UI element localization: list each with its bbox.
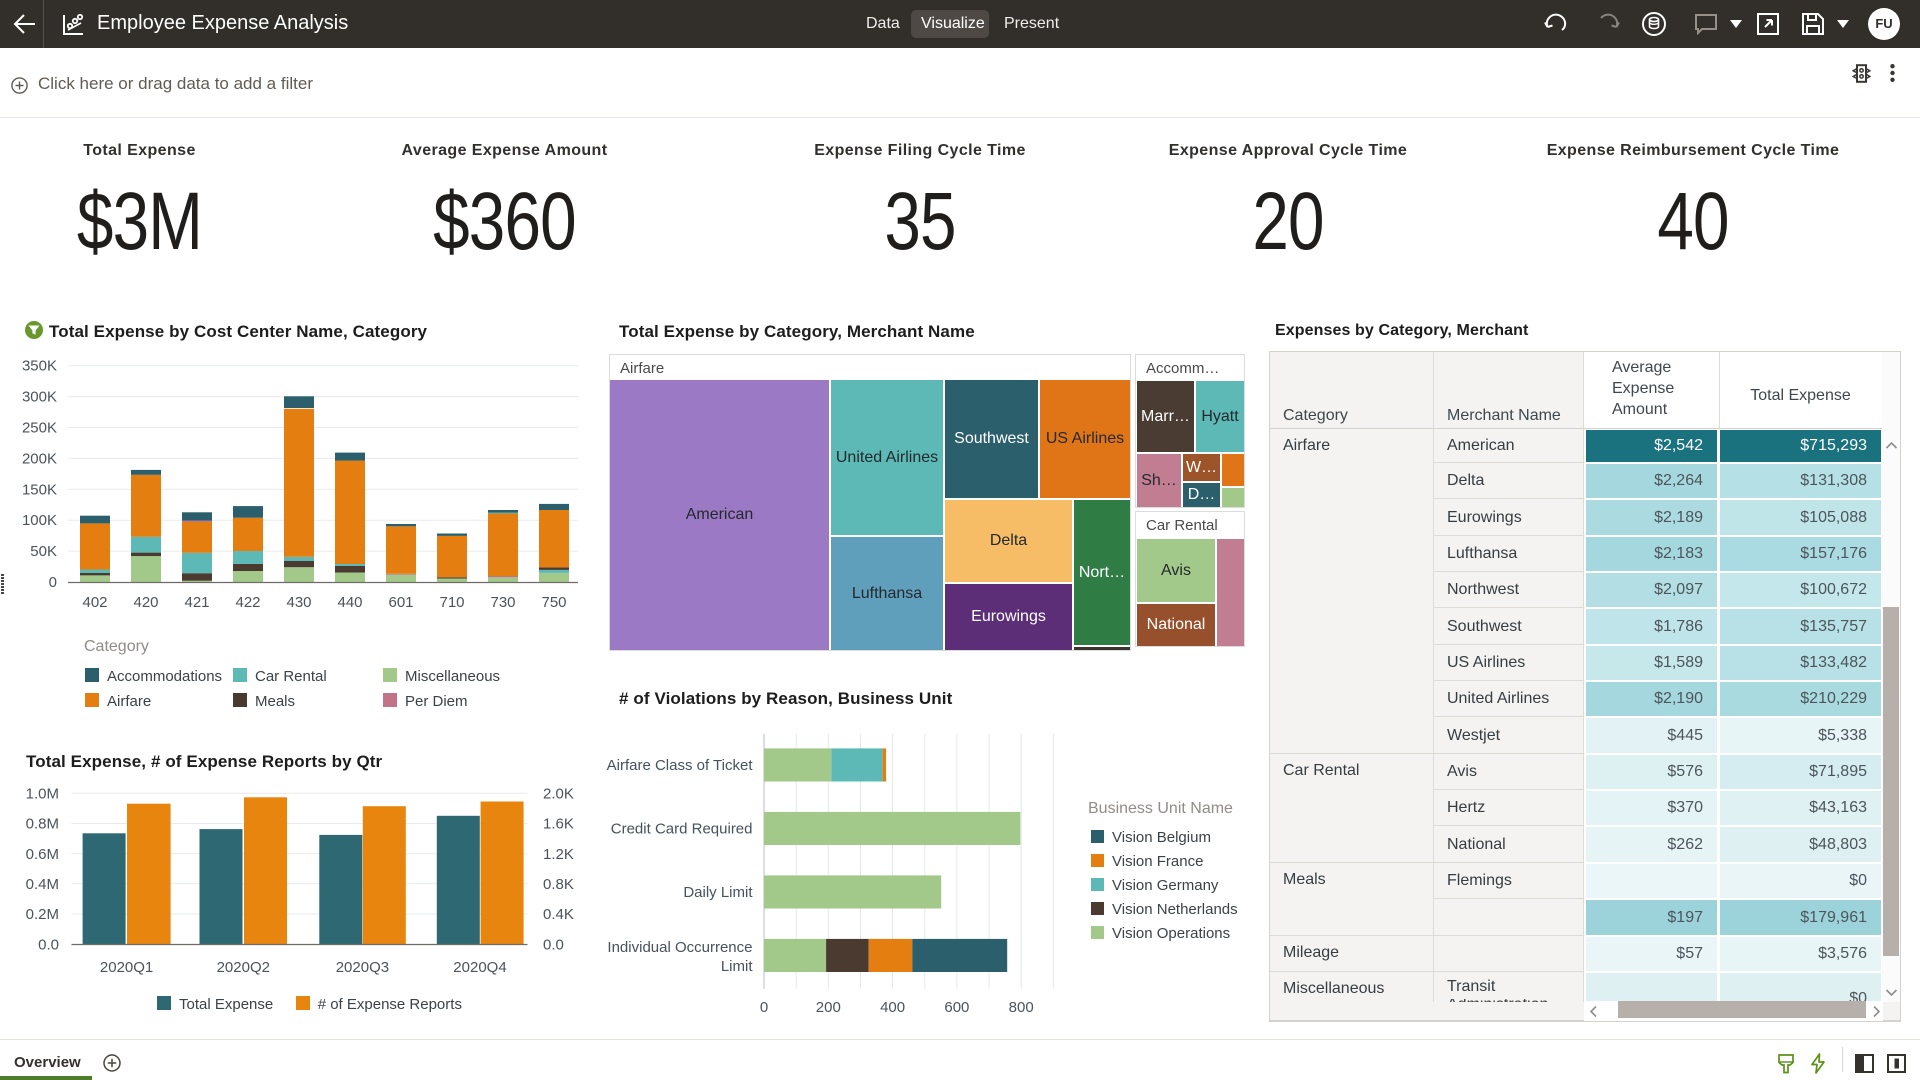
svg-text:200: 200 [816, 999, 841, 1016]
svg-text:430: 430 [286, 594, 311, 611]
svg-text:750: 750 [541, 594, 566, 611]
svg-text:100K: 100K [22, 512, 57, 529]
svg-text:1.0M: 1.0M [26, 785, 59, 802]
svg-text:250K: 250K [22, 420, 57, 437]
svg-text:600: 600 [944, 999, 969, 1016]
svg-text:0.2M: 0.2M [26, 906, 59, 923]
svg-text:2020Q1: 2020Q1 [100, 959, 153, 976]
svg-text:Credit Card Required: Credit Card Required [611, 820, 753, 837]
svg-text:300K: 300K [22, 389, 57, 406]
svg-text:730: 730 [490, 594, 515, 611]
svg-text:50K: 50K [30, 543, 57, 560]
svg-text:0.6M: 0.6M [26, 846, 59, 863]
svg-text:421: 421 [184, 594, 209, 611]
svg-text:0.0: 0.0 [38, 936, 59, 953]
svg-text:0.4M: 0.4M [26, 876, 59, 893]
svg-text:2020Q4: 2020Q4 [453, 959, 506, 976]
svg-text:601: 601 [388, 594, 413, 611]
svg-text:800: 800 [1009, 999, 1034, 1016]
svg-text:Daily Limit: Daily Limit [683, 884, 753, 901]
svg-text:Limit: Limit [721, 958, 754, 975]
svg-text:402: 402 [82, 594, 107, 611]
svg-text:0: 0 [760, 999, 768, 1016]
svg-text:0.8M: 0.8M [26, 816, 59, 833]
svg-text:Airfare Class of Ticket: Airfare Class of Ticket [607, 757, 754, 774]
svg-text:0.0: 0.0 [543, 936, 564, 953]
svg-text:0: 0 [49, 574, 57, 591]
svg-text:200K: 200K [22, 450, 57, 467]
svg-text:1.2K: 1.2K [543, 846, 574, 863]
svg-text:350K: 350K [22, 358, 57, 375]
svg-text:0.8K: 0.8K [543, 876, 574, 893]
svg-text:150K: 150K [22, 481, 57, 498]
svg-text:2.0K: 2.0K [543, 785, 574, 802]
svg-text:2020Q2: 2020Q2 [217, 959, 270, 976]
svg-text:1.6K: 1.6K [543, 816, 574, 833]
svg-text:400: 400 [880, 999, 905, 1016]
svg-text:420: 420 [133, 594, 158, 611]
svg-text:422: 422 [235, 594, 260, 611]
svg-text:710: 710 [439, 594, 464, 611]
svg-text:440: 440 [337, 594, 362, 611]
svg-text:Individual Occurrence: Individual Occurrence [607, 939, 752, 956]
svg-text:2020Q3: 2020Q3 [336, 959, 389, 976]
svg-text:0.4K: 0.4K [543, 906, 574, 923]
